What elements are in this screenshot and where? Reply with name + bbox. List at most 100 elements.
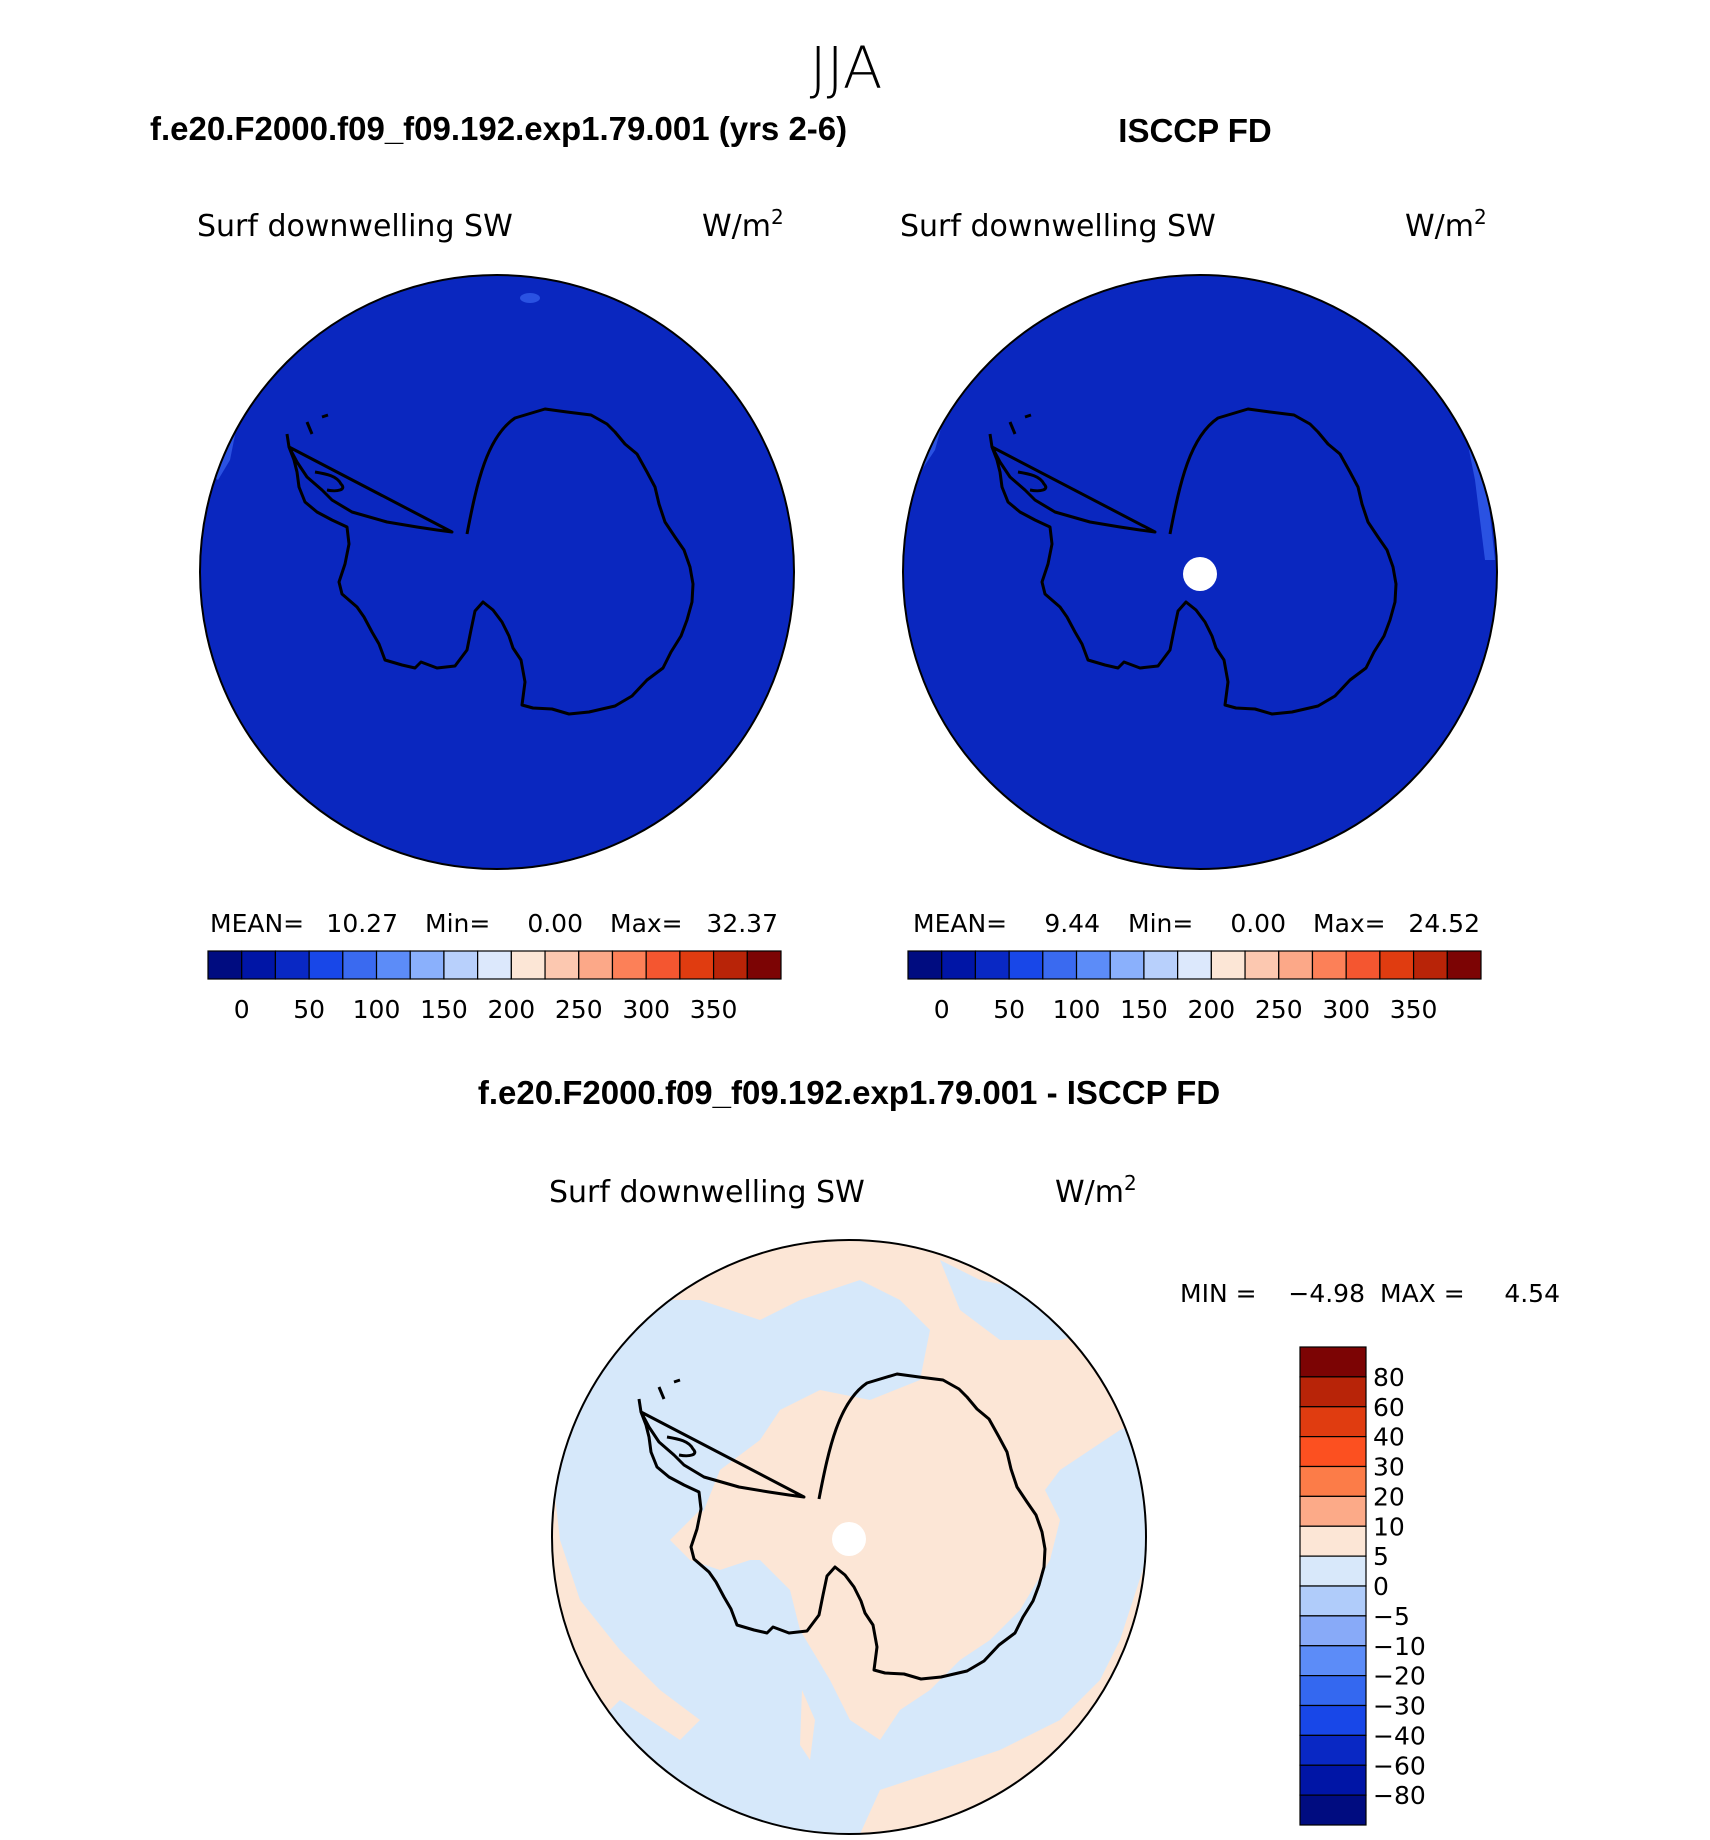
right-colorbar-tick-label: 250 (1255, 995, 1303, 1024)
right-colorbar-tick-label: 150 (1120, 995, 1168, 1024)
diff-colorbar-box (1299, 1675, 1367, 1707)
left-max-value: 32.37 (706, 909, 778, 938)
diff-min-value: −4.98 (1288, 1279, 1365, 1308)
right-colorbar-box (1177, 950, 1212, 980)
diff-polar-map (551, 1239, 1147, 1835)
left-map-spot (520, 293, 540, 303)
right-panel-title: ISCCP FD (1118, 112, 1271, 149)
right-units-label: W/m2 (1405, 205, 1487, 244)
right-colorbar-box (1244, 950, 1280, 980)
diff-colorbar-tick-label: −40 (1373, 1721, 1426, 1750)
left-min-label: Min= (425, 909, 490, 938)
right-max-label: Max= (1313, 909, 1386, 938)
right-colorbar-tick-label: 50 (993, 995, 1025, 1024)
diff-max-value: 4.54 (1504, 1279, 1560, 1308)
diff-colorbar-box (1299, 1615, 1367, 1647)
diff-colorbar-box (1299, 1704, 1367, 1736)
left-colorbar-box (207, 950, 243, 980)
left-min-value: 0.00 (527, 909, 583, 938)
right-colorbar-tick-label: 300 (1322, 995, 1370, 1024)
left-colorbar-tick-label: 300 (622, 995, 670, 1024)
left-mean-value: 10.27 (326, 909, 398, 938)
left-colorbar-tick-label: 0 (234, 995, 250, 1024)
diff-colorbar-box (1299, 1645, 1367, 1677)
right-colorbar: 0 50 100 150 200 250 300 350 (907, 950, 1482, 1024)
diff-colorbar-tick-label: 10 (1373, 1512, 1405, 1541)
right-colorbar-box (1412, 950, 1448, 980)
diff-colorbar-tick-label: −10 (1373, 1632, 1426, 1661)
left-colorbar-box (308, 950, 344, 980)
left-polar-map (199, 274, 795, 870)
right-colorbar-box (1311, 950, 1347, 980)
diff-colorbar-tick-label: 60 (1373, 1393, 1405, 1422)
right-colorbar-box (941, 950, 977, 980)
right-map-edge-shading-east (1465, 430, 1495, 560)
right-min-label: Min= (1128, 909, 1193, 938)
diff-units-label: W/m2 (1055, 1171, 1137, 1210)
right-min-value: 0.00 (1230, 909, 1286, 938)
diff-panel-title: f.e20.F2000.f09_f09.192.exp1.79.001 - IS… (478, 1074, 1220, 1111)
left-colorbar-box (375, 950, 411, 980)
left-max-label: Max= (610, 909, 683, 938)
right-colorbar-tick-label: 200 (1187, 995, 1235, 1024)
diff-colorbar-box (1299, 1465, 1367, 1497)
diff-min-label: MIN = (1180, 1279, 1257, 1308)
left-coastline (285, 407, 695, 716)
left-panel-title: f.e20.F2000.f09_f09.192.exp1.79.001 (yrs… (150, 110, 847, 147)
left-colorbar-box (679, 950, 715, 980)
left-units-label: W/m2 (702, 205, 784, 244)
right-colorbar-box (1075, 950, 1111, 980)
right-mean-label: MEAN= (913, 909, 1007, 938)
diff-colorbar-box (1299, 1525, 1367, 1557)
diff-colorbar-box (1299, 1794, 1367, 1826)
diff-colorbar-tick-label: 20 (1373, 1482, 1405, 1511)
diff-max-label: MAX = (1380, 1279, 1465, 1308)
diff-colorbar-box (1299, 1585, 1367, 1617)
diff-colorbar-tick-label: 40 (1373, 1423, 1405, 1452)
diff-colorbar-tick-label: −80 (1373, 1781, 1426, 1810)
right-colorbar-box (1042, 950, 1078, 980)
left-mean-label: MEAN= (210, 909, 304, 938)
left-colorbar-tick-label: 250 (555, 995, 603, 1024)
left-colorbar-tick-label: 150 (420, 995, 468, 1024)
diff-colorbar-box (1299, 1764, 1367, 1796)
left-colorbar-box (746, 950, 782, 980)
right-colorbar-box (907, 950, 943, 980)
left-colorbar-box (578, 950, 614, 980)
right-colorbar-tick-label: 350 (1390, 995, 1438, 1024)
diff-map-positive-patch-2 (800, 1690, 815, 1760)
diff-map-negative-region (552, 1280, 1146, 1834)
left-map-field (200, 275, 794, 869)
left-colorbar-box (241, 950, 277, 980)
left-colorbar-tick-label: 200 (487, 995, 535, 1024)
left-colorbar-box (342, 950, 378, 980)
right-colorbar-box (1379, 950, 1415, 980)
left-colorbar-box (712, 950, 748, 980)
diff-colorbar-tick-label: −5 (1373, 1602, 1410, 1631)
right-colorbar-box (974, 950, 1010, 980)
left-variable-label: Surf downwelling SW (197, 209, 513, 244)
left-colorbar-tick-label: 350 (690, 995, 738, 1024)
right-colorbar-box (1210, 950, 1246, 980)
right-colorbar-tick-label: 0 (934, 995, 950, 1024)
diff-colorbar-tick-label: 5 (1373, 1542, 1389, 1571)
left-colorbar-box (274, 950, 310, 980)
right-coastline (988, 407, 1398, 716)
right-colorbar-box (1345, 950, 1381, 980)
right-colorbar-box (1143, 950, 1179, 980)
left-colorbar-box (611, 950, 647, 980)
diff-colorbar-tick-label: −30 (1373, 1692, 1426, 1721)
diff-colorbar-tick-label: 0 (1373, 1572, 1389, 1601)
diff-colorbar-box (1299, 1436, 1367, 1468)
diff-coastline (637, 1372, 1047, 1681)
diff-colorbar-tick-label: −20 (1373, 1662, 1426, 1691)
diff-map-positive-patch (670, 1510, 750, 1570)
left-colorbar-box (544, 950, 580, 980)
diff-colorbar-box (1299, 1495, 1367, 1527)
right-polar-map (902, 274, 1498, 870)
right-colorbar-box (1446, 950, 1482, 980)
diff-colorbar-box (1299, 1555, 1367, 1587)
right-colorbar-tick-label: 100 (1053, 995, 1101, 1024)
